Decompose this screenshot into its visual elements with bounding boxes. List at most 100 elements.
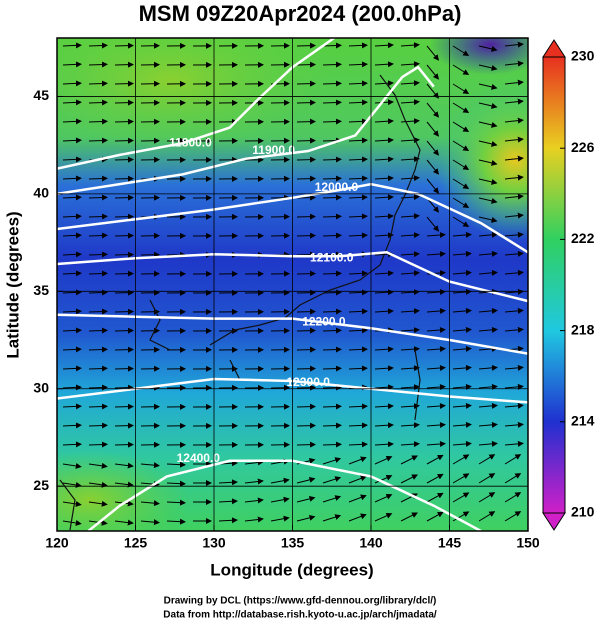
streamline bbox=[322, 251, 342, 258]
streamline bbox=[374, 474, 393, 484]
streamline bbox=[374, 346, 394, 353]
streamline bbox=[426, 345, 446, 352]
streamline bbox=[348, 175, 368, 182]
streamline bbox=[374, 213, 394, 220]
streamline bbox=[504, 383, 524, 390]
streamline bbox=[400, 474, 418, 484]
contour-line bbox=[57, 182, 528, 254]
streamline bbox=[348, 232, 368, 239]
streamline bbox=[114, 481, 134, 488]
streamline bbox=[452, 83, 470, 95]
streamline bbox=[400, 346, 420, 353]
streamline bbox=[426, 121, 440, 137]
y-tick-label: 30 bbox=[33, 379, 49, 395]
field: 11800.0 11900.0 12000.0 12100.0 12200.0 12300… bbox=[57, 38, 528, 531]
streamline bbox=[62, 500, 82, 507]
streamline bbox=[478, 250, 498, 257]
streamline bbox=[426, 231, 446, 238]
streamline bbox=[322, 118, 342, 125]
streamline bbox=[400, 327, 420, 334]
streamline bbox=[62, 481, 82, 488]
streamline bbox=[322, 61, 342, 68]
streamline bbox=[322, 99, 342, 106]
streamline bbox=[452, 140, 470, 152]
streamline bbox=[270, 477, 290, 484]
streamline bbox=[374, 308, 394, 315]
streamline bbox=[88, 99, 108, 106]
streamline bbox=[88, 61, 108, 68]
streamline bbox=[452, 216, 470, 228]
streamline bbox=[452, 307, 472, 314]
streamline bbox=[452, 383, 472, 390]
streamline bbox=[374, 270, 394, 277]
streamline bbox=[452, 64, 470, 76]
streamline bbox=[62, 61, 82, 68]
streamline bbox=[478, 121, 498, 128]
streamline bbox=[400, 137, 420, 144]
y-tick-label: 35 bbox=[33, 282, 49, 298]
streamline bbox=[244, 516, 264, 523]
streamline bbox=[478, 102, 498, 109]
x-tick-label: 125 bbox=[124, 535, 148, 551]
streamline bbox=[478, 64, 498, 71]
streamline bbox=[62, 289, 82, 296]
streamline bbox=[400, 422, 420, 429]
streamline bbox=[322, 156, 342, 163]
streamline bbox=[88, 232, 108, 239]
streamline bbox=[478, 197, 498, 204]
streamline bbox=[88, 422, 108, 429]
streamline bbox=[426, 454, 444, 465]
streamline bbox=[62, 462, 82, 469]
streamline bbox=[426, 216, 440, 232]
streamline bbox=[452, 159, 470, 171]
contour-label: 12100.0 bbox=[310, 250, 354, 264]
contour-label: 12000.0 bbox=[315, 180, 359, 194]
streamline bbox=[166, 461, 186, 468]
streamline bbox=[140, 462, 160, 469]
streamline bbox=[374, 441, 394, 448]
streamline bbox=[374, 118, 394, 125]
streamline bbox=[88, 80, 108, 87]
streamline bbox=[348, 513, 367, 522]
streamline bbox=[504, 117, 524, 124]
streamline bbox=[504, 193, 524, 200]
streamline bbox=[452, 45, 470, 57]
streamline bbox=[62, 441, 82, 448]
streamline bbox=[88, 481, 108, 488]
streamline bbox=[504, 98, 524, 105]
streamline bbox=[62, 118, 82, 125]
colorbar bbox=[542, 56, 566, 514]
streamline bbox=[452, 454, 470, 465]
streamline bbox=[374, 137, 394, 144]
streamline bbox=[88, 308, 108, 315]
streamline bbox=[400, 365, 420, 372]
streamline bbox=[348, 42, 368, 49]
streamline bbox=[504, 79, 524, 86]
streamline bbox=[478, 454, 496, 465]
streamline bbox=[62, 422, 82, 429]
streamline bbox=[478, 178, 498, 185]
streamline bbox=[426, 492, 444, 503]
x-tick-label: 150 bbox=[516, 535, 540, 551]
streamline bbox=[504, 364, 524, 371]
streamline bbox=[478, 492, 496, 503]
streamline bbox=[426, 140, 440, 156]
streamline bbox=[400, 270, 420, 277]
streamline bbox=[322, 42, 342, 49]
streamline bbox=[88, 403, 108, 410]
streamline bbox=[348, 475, 367, 484]
streamline bbox=[88, 289, 108, 296]
streamline bbox=[322, 476, 342, 484]
streamline bbox=[62, 308, 82, 315]
streamline bbox=[400, 61, 420, 68]
streamline bbox=[504, 421, 524, 428]
streamline bbox=[88, 137, 108, 144]
footer: Data from http://database.rish.kyoto-u.a… bbox=[163, 610, 437, 621]
streamline bbox=[374, 99, 394, 106]
streamline bbox=[296, 495, 316, 503]
streamline bbox=[374, 403, 394, 410]
streamline bbox=[114, 519, 134, 526]
streamline bbox=[478, 231, 498, 238]
contour-line bbox=[57, 251, 528, 303]
